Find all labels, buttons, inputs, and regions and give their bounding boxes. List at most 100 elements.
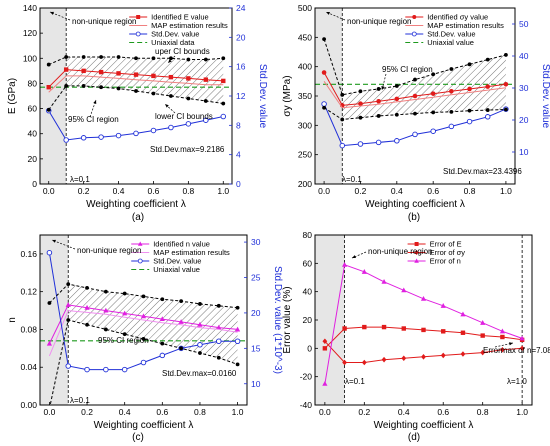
annotation: Std.Dev.max=0.0160	[162, 369, 237, 378]
data-point-4-9	[485, 108, 490, 112]
data-point-0-2	[358, 101, 363, 106]
x-tick-label: 0.2	[78, 186, 90, 196]
data-point-0-8	[467, 86, 472, 92]
data-point-3-0	[47, 301, 52, 305]
legend-label: Error of E	[430, 240, 462, 249]
data-point-4-2	[358, 115, 363, 120]
chart-panel-c: 0.0 0.2 0.4 0.6 0.8 1.0 0.00 0.04 0.08 0.12 0.16 10…	[7, 234, 283, 443]
chart-panel-a: 0.0 0.2 0.4 0.6 0.8 1.0 0 20 40 60 80 100 120 140 0 4 8 1…	[7, 3, 268, 223]
non-unique-region-shade	[315, 235, 345, 405]
data-point-0-4	[394, 96, 400, 102]
data-point-3-7	[449, 67, 454, 71]
y2-tick-label: 10	[251, 379, 261, 389]
data-point-2-10	[234, 338, 241, 345]
data-point-2-9	[203, 117, 209, 123]
legend-label: Uniaxial value	[153, 265, 200, 274]
y-axis-label: n	[7, 317, 18, 323]
annotation: λ=0.1	[70, 175, 90, 184]
x-axis-label: Weighting coefficient λ	[374, 420, 474, 431]
data-point-4-3	[103, 327, 108, 332]
data-point-4-4	[394, 112, 399, 117]
data-point-2-3	[103, 366, 109, 373]
data-point-0-10	[234, 326, 241, 332]
x-tick-label: 0.4	[119, 407, 131, 417]
x-tick-label: 1.0	[500, 186, 512, 196]
data-point-4-10	[221, 101, 226, 106]
annotation-arrowhead	[165, 104, 169, 108]
data-point-3-9	[203, 57, 208, 62]
data-point-0-8	[480, 333, 485, 338]
x-tick-label: 0.6	[156, 407, 168, 417]
data-point-4-10	[235, 362, 240, 367]
data-point-2-8	[185, 121, 192, 127]
y-tick-label: 60	[303, 258, 313, 268]
x-axis-label: Weighting coefficient λ	[94, 420, 194, 431]
y2-tick-label: 8	[236, 120, 241, 130]
y-tick-label: 0.04	[20, 362, 37, 372]
data-point-4-8	[467, 108, 472, 113]
x-tick-label: 0.8	[182, 186, 194, 196]
legend-swatch-marker	[414, 242, 419, 246]
data-point-0-5	[412, 93, 418, 99]
data-point-4-6	[151, 91, 156, 96]
data-point-2-2	[84, 366, 90, 373]
data-point-2-5	[412, 131, 418, 138]
data-point-4-10	[504, 107, 508, 112]
data-point-2-10	[220, 113, 227, 120]
annotation-arrowhead	[50, 11, 54, 15]
data-point-2-5	[140, 359, 147, 366]
y2-tick-label: 4	[236, 150, 241, 160]
y2-tick-label: 30	[251, 237, 261, 247]
y2-tick-label: 15	[251, 343, 261, 353]
data-point-4-2	[81, 84, 86, 88]
data-point-2-0	[46, 249, 53, 256]
legend-label: Uniaxial data	[151, 38, 195, 47]
annotation-arrowhead	[352, 255, 356, 258]
data-point-3-6	[431, 72, 436, 77]
y2-tick-label: 20	[519, 115, 529, 125]
legend-label: Std.Dev. value	[153, 257, 201, 266]
x-tick-label: 0.0	[318, 186, 330, 196]
data-point-0-6	[430, 91, 436, 96]
data-point-1-8	[480, 349, 486, 356]
data-point-0-10	[221, 78, 226, 84]
data-point-2-4	[121, 366, 128, 373]
data-point-3-3	[99, 55, 103, 59]
data-point-3-8	[186, 57, 191, 62]
data-point-0-8	[186, 76, 191, 81]
data-point-0-4	[401, 326, 406, 331]
annotation: uper CI bounds	[155, 47, 210, 56]
data-point-2-6	[440, 303, 446, 308]
panel-caption: (c)	[132, 432, 144, 443]
data-point-4-4	[122, 332, 127, 337]
plot-area	[40, 8, 232, 184]
data-point-3-4	[394, 84, 399, 88]
data-point-2-4	[394, 138, 400, 144]
data-point-3-5	[134, 56, 138, 61]
data-point-1-10	[519, 345, 525, 352]
y-tick-label: 300	[298, 120, 312, 130]
y2-axis-label: Std.Dev. value	[540, 64, 550, 129]
data-point-4-8	[198, 351, 202, 355]
y-tick-label: 0	[307, 343, 312, 353]
chart-panel-b: 0.0 0.2 0.4 0.6 0.8 1.0 200 250 300 350 400 450 500 1…	[282, 3, 550, 223]
y-tick-label: 140	[23, 3, 37, 13]
legend-label: MAP estimation results	[151, 21, 228, 30]
data-point-2-5	[133, 130, 139, 137]
series-line-1	[323, 81, 506, 109]
legend-label: Error of σy	[430, 248, 466, 257]
data-point-4-2	[85, 322, 89, 327]
annotation: non-unique region	[368, 247, 433, 256]
annotation-arrow	[351, 251, 367, 259]
data-point-4-6	[431, 110, 436, 115]
annotation: non-unique region	[347, 17, 412, 26]
data-point-4-1	[66, 318, 71, 322]
data-point-2-7	[168, 124, 174, 131]
x-tick-label: 0.8	[194, 407, 206, 417]
data-point-2-6	[159, 352, 166, 359]
data-point-0-9	[500, 334, 505, 340]
data-point-2-2	[80, 135, 87, 141]
x-tick-label: 0.4	[391, 186, 403, 196]
